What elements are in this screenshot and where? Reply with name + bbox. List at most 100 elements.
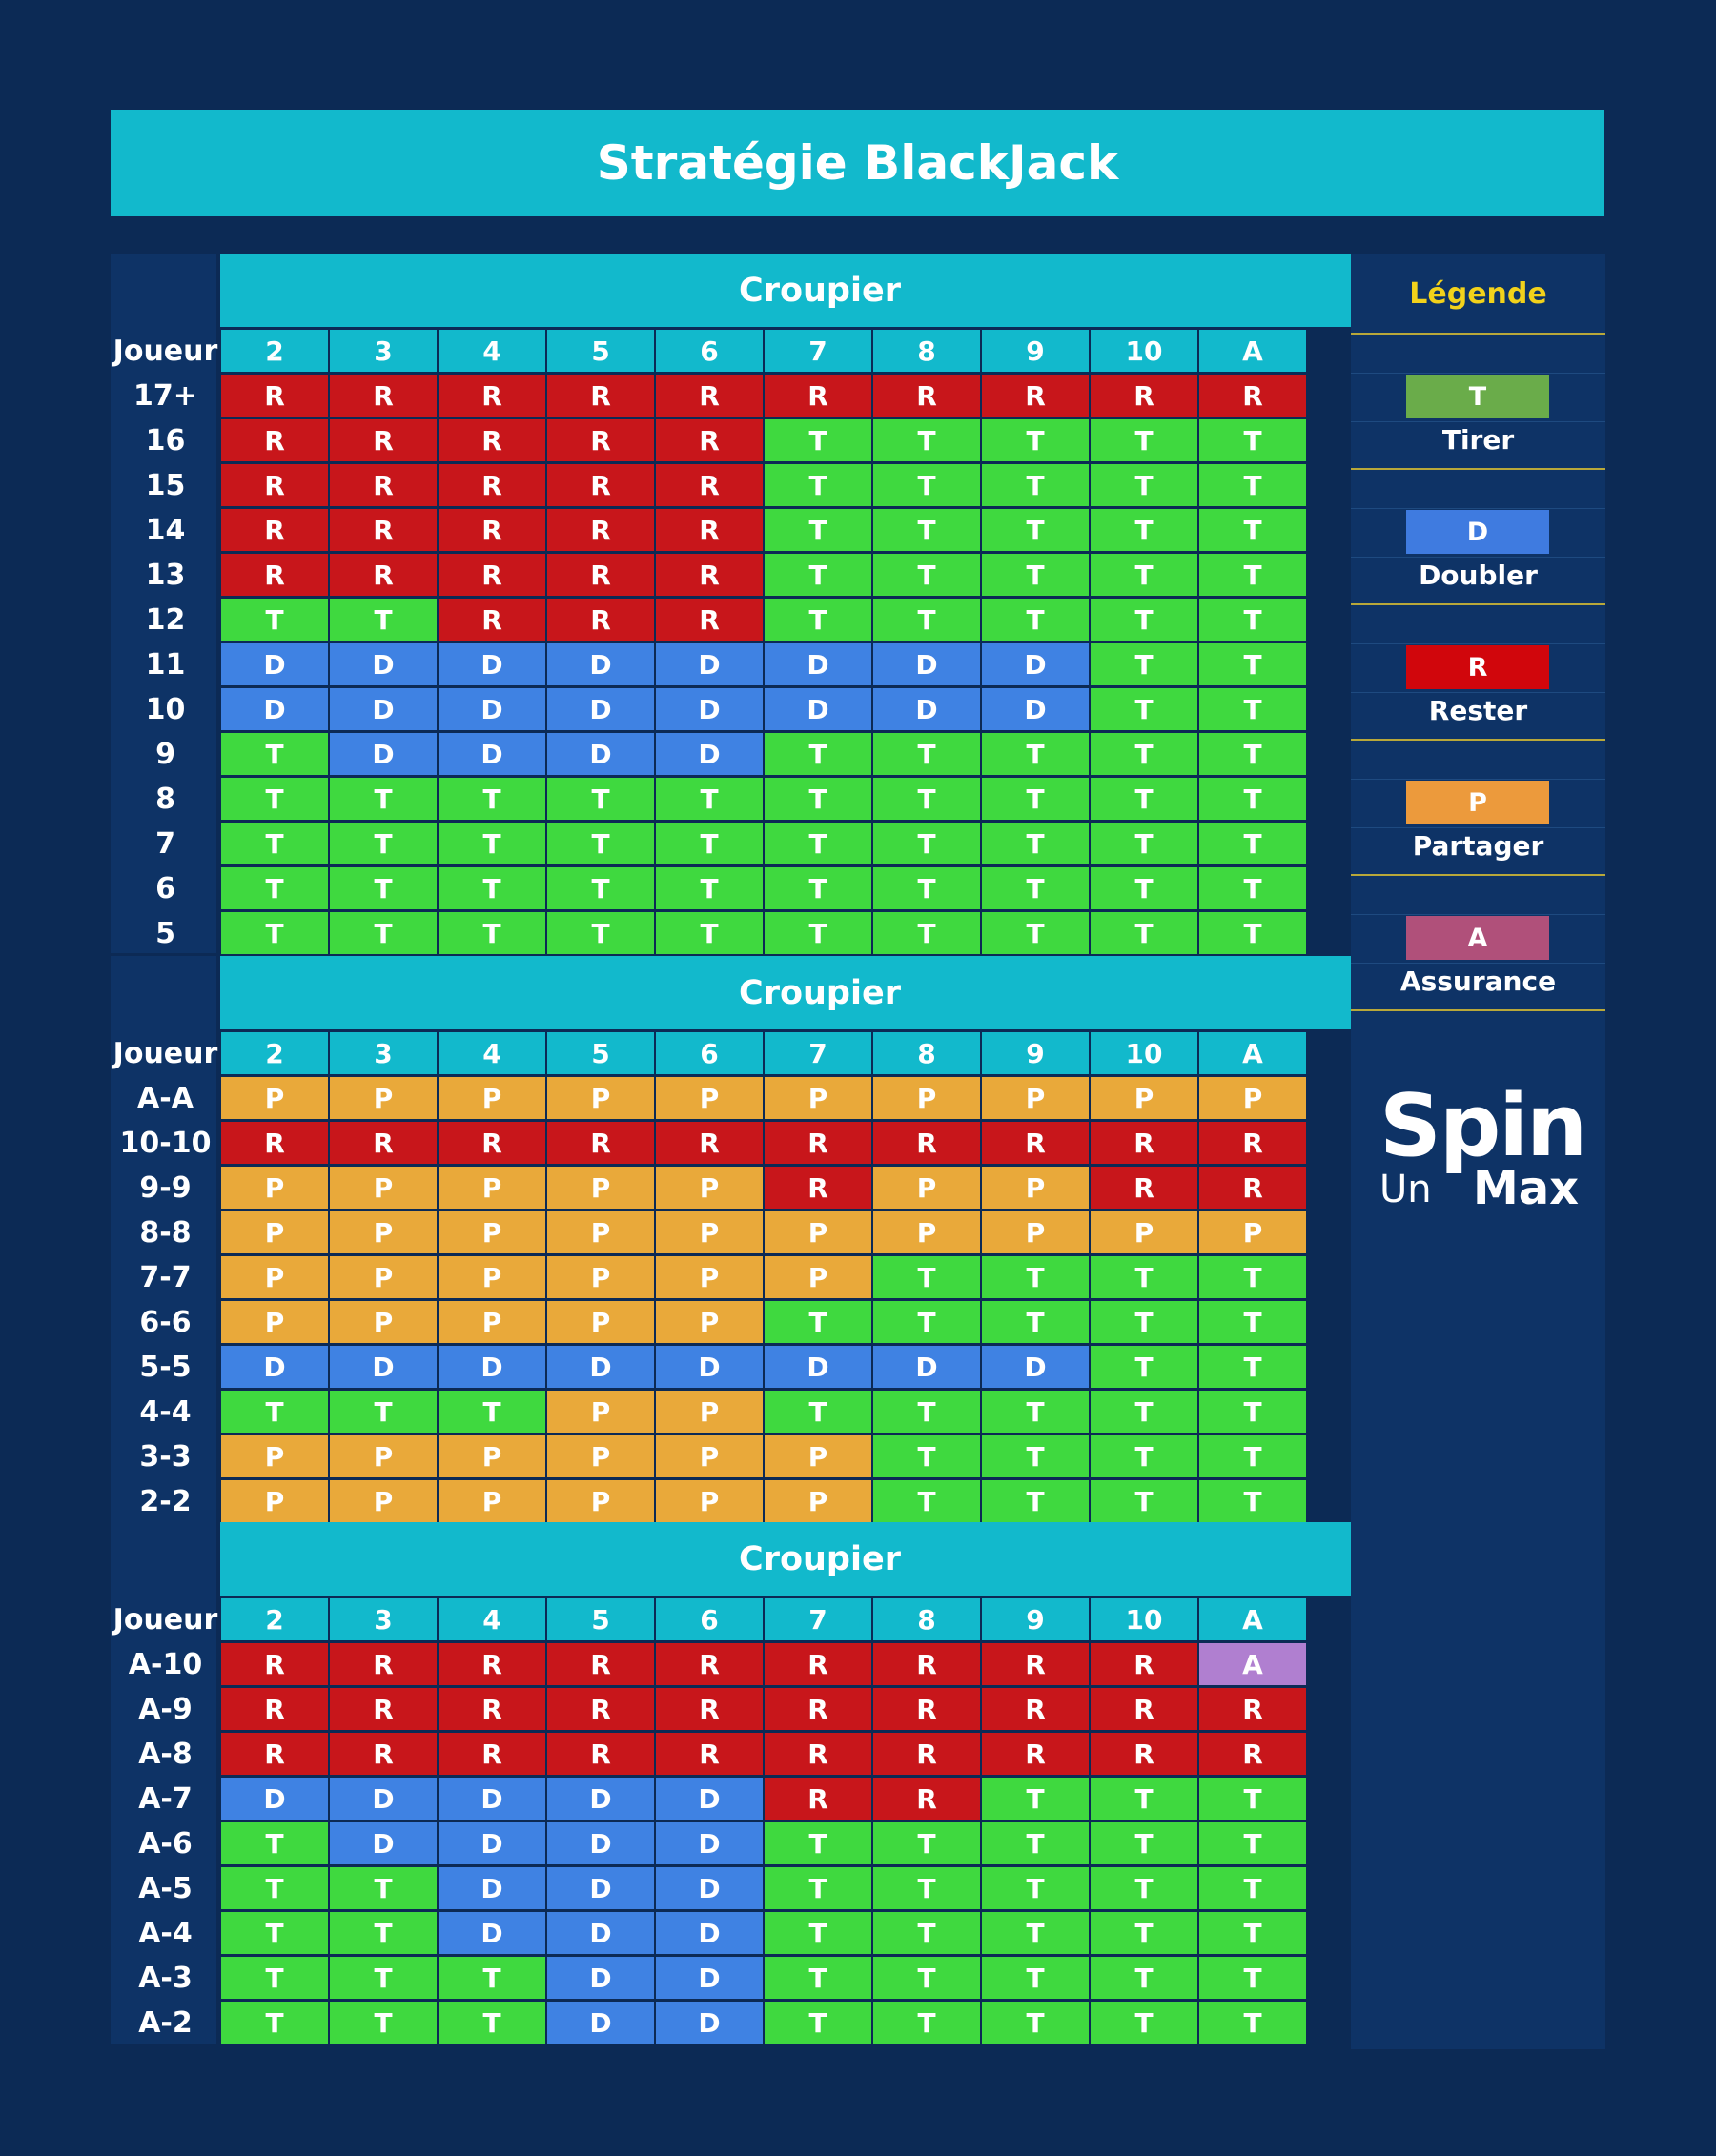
dealer-card-4: 4 <box>439 330 545 372</box>
dealer-card-2: 2 <box>221 330 328 372</box>
strategy-cell: T <box>1091 2002 1197 2044</box>
strategy-cell: R <box>330 375 437 417</box>
strategy-cell: T <box>1091 554 1197 596</box>
strategy-cell: T <box>1199 1256 1306 1298</box>
strategy-cell: P <box>982 1211 1089 1253</box>
strategy-cell: R <box>439 375 545 417</box>
strategy-cell: T <box>873 867 980 909</box>
strategy-cell: D <box>439 1778 545 1820</box>
strategy-cell: R <box>547 375 654 417</box>
strategy-cell: P <box>221 1211 328 1253</box>
player-hand-label: 10-10 <box>119 1126 212 1160</box>
strategy-cell: P <box>656 1480 763 1522</box>
strategy-row: A-8 R R R R R R R R R R <box>111 1732 1310 1776</box>
strategy-cell: T <box>873 912 980 954</box>
strategy-row: 10-10 R R R R R R R R R R <box>111 1121 1310 1165</box>
strategy-cell: R <box>656 464 763 506</box>
strategy-cell: T <box>982 2002 1089 2044</box>
dealer-card-2: 2 <box>221 1598 328 1640</box>
player-hand-label: 8-8 <box>139 1215 192 1250</box>
strategy-cell: P <box>330 1256 437 1298</box>
strategy-cell: T <box>439 2002 545 2044</box>
strategy-cell: P <box>439 1167 545 1209</box>
strategy-cell: P <box>330 1301 437 1343</box>
player-hand-label: A-5 <box>138 1871 193 1905</box>
strategy-cell: D <box>330 1822 437 1864</box>
strategy-cell: T <box>1091 823 1197 864</box>
strategy-cell: T <box>1199 509 1306 551</box>
strategy-cell: D <box>547 733 654 775</box>
strategy-cell: T <box>765 823 871 864</box>
strategy-cell: T <box>1091 1867 1197 1909</box>
strategy-cell: T <box>330 823 437 864</box>
strategy-cell: P <box>547 1435 654 1477</box>
strategy-cell: T <box>982 1867 1089 1909</box>
player-hand-label: A-A <box>137 1081 194 1115</box>
strategy-cell: T <box>1199 688 1306 730</box>
strategy-cell: D <box>547 1912 654 1954</box>
strategy-cell: T <box>547 912 654 954</box>
hard-totals-table: Croupier Joueur 2 3 4 5 6 7 8 9 10 A 17+ R R R R R R R R R R 16… <box>111 254 1420 954</box>
strategy-cell: T <box>873 1256 980 1298</box>
strategy-cell: R <box>656 1643 763 1685</box>
strategy-cell: D <box>765 1346 871 1388</box>
player-hand-label: 6-6 <box>139 1305 192 1339</box>
strategy-cell: D <box>873 643 980 685</box>
strategy-cell: T <box>873 1912 980 1954</box>
strategy-cell: R <box>656 509 763 551</box>
strategy-cell: D <box>982 688 1089 730</box>
strategy-row: A-5 T T D D D T T T T T <box>111 1866 1310 1910</box>
dealer-card-row: Joueur 2 3 4 5 6 7 8 9 10 A <box>111 1597 1310 1641</box>
strategy-cell: R <box>765 1733 871 1775</box>
strategy-cell: D <box>330 643 437 685</box>
legend-swatch: A <box>1406 916 1549 960</box>
strategy-cell: T <box>1091 643 1197 685</box>
strategy-cell: D <box>439 688 545 730</box>
strategy-cell: R <box>656 554 763 596</box>
player-hand-label: 17+ <box>133 378 197 413</box>
strategy-cell: T <box>1199 599 1306 641</box>
strategy-cell: T <box>1199 1301 1306 1343</box>
strategy-row: A-7 D D D D D R R T T T <box>111 1777 1310 1820</box>
dealer-card-6: 6 <box>656 1598 763 1640</box>
soft-totals-table: Croupier Joueur 2 3 4 5 6 7 8 9 10 A A-10 R R R R R R R R R A A… <box>111 1522 1420 2044</box>
strategy-cell: T <box>982 509 1089 551</box>
strategy-cell: T <box>1199 1957 1306 1999</box>
strategy-cell: T <box>330 867 437 909</box>
strategy-cell: R <box>330 419 437 461</box>
strategy-cell: R <box>1199 1688 1306 1730</box>
strategy-cell: R <box>873 1733 980 1775</box>
strategy-cell: P <box>765 1211 871 1253</box>
strategy-cell: R <box>547 464 654 506</box>
strategy-cell: T <box>1091 464 1197 506</box>
strategy-cell: P <box>656 1256 763 1298</box>
strategy-row: A-6 T D D D D T T T T T <box>111 1821 1310 1865</box>
strategy-cell: D <box>547 2002 654 2044</box>
strategy-cell: P <box>656 1391 763 1433</box>
legend-title: Légende <box>1351 254 1605 335</box>
dealer-card-5: 5 <box>547 330 654 372</box>
logo-un: Un <box>1379 1168 1432 1211</box>
strategy-cell: T <box>765 912 871 954</box>
strategy-cell: P <box>221 1435 328 1477</box>
player-header: Joueur <box>112 334 218 368</box>
strategy-cell: R <box>656 599 763 641</box>
strategy-cell: T <box>1199 1435 1306 1477</box>
player-hand-label: 5 <box>155 916 175 950</box>
strategy-cell: D <box>221 688 328 730</box>
strategy-cell: T <box>765 419 871 461</box>
strategy-cell: T <box>330 912 437 954</box>
strategy-cell: P <box>873 1167 980 1209</box>
strategy-cell: T <box>1091 1480 1197 1522</box>
strategy-cell: R <box>1091 1167 1197 1209</box>
dealer-card-7: 7 <box>765 1032 871 1074</box>
player-hand-label: A-7 <box>138 1781 193 1816</box>
legend-item-doubler: D Doubler <box>1351 470 1605 605</box>
strategy-cell: T <box>873 419 980 461</box>
player-header: Joueur <box>112 1602 218 1637</box>
pairs-table: Croupier Joueur 2 3 4 5 6 7 8 9 10 A A-A P P P P P P P P P P 10… <box>111 956 1420 1522</box>
strategy-cell: T <box>1091 509 1197 551</box>
strategy-cell: T <box>982 733 1089 775</box>
